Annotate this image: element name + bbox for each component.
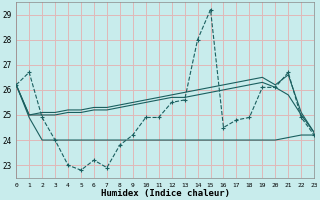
X-axis label: Humidex (Indice chaleur): Humidex (Indice chaleur) bbox=[101, 189, 230, 198]
